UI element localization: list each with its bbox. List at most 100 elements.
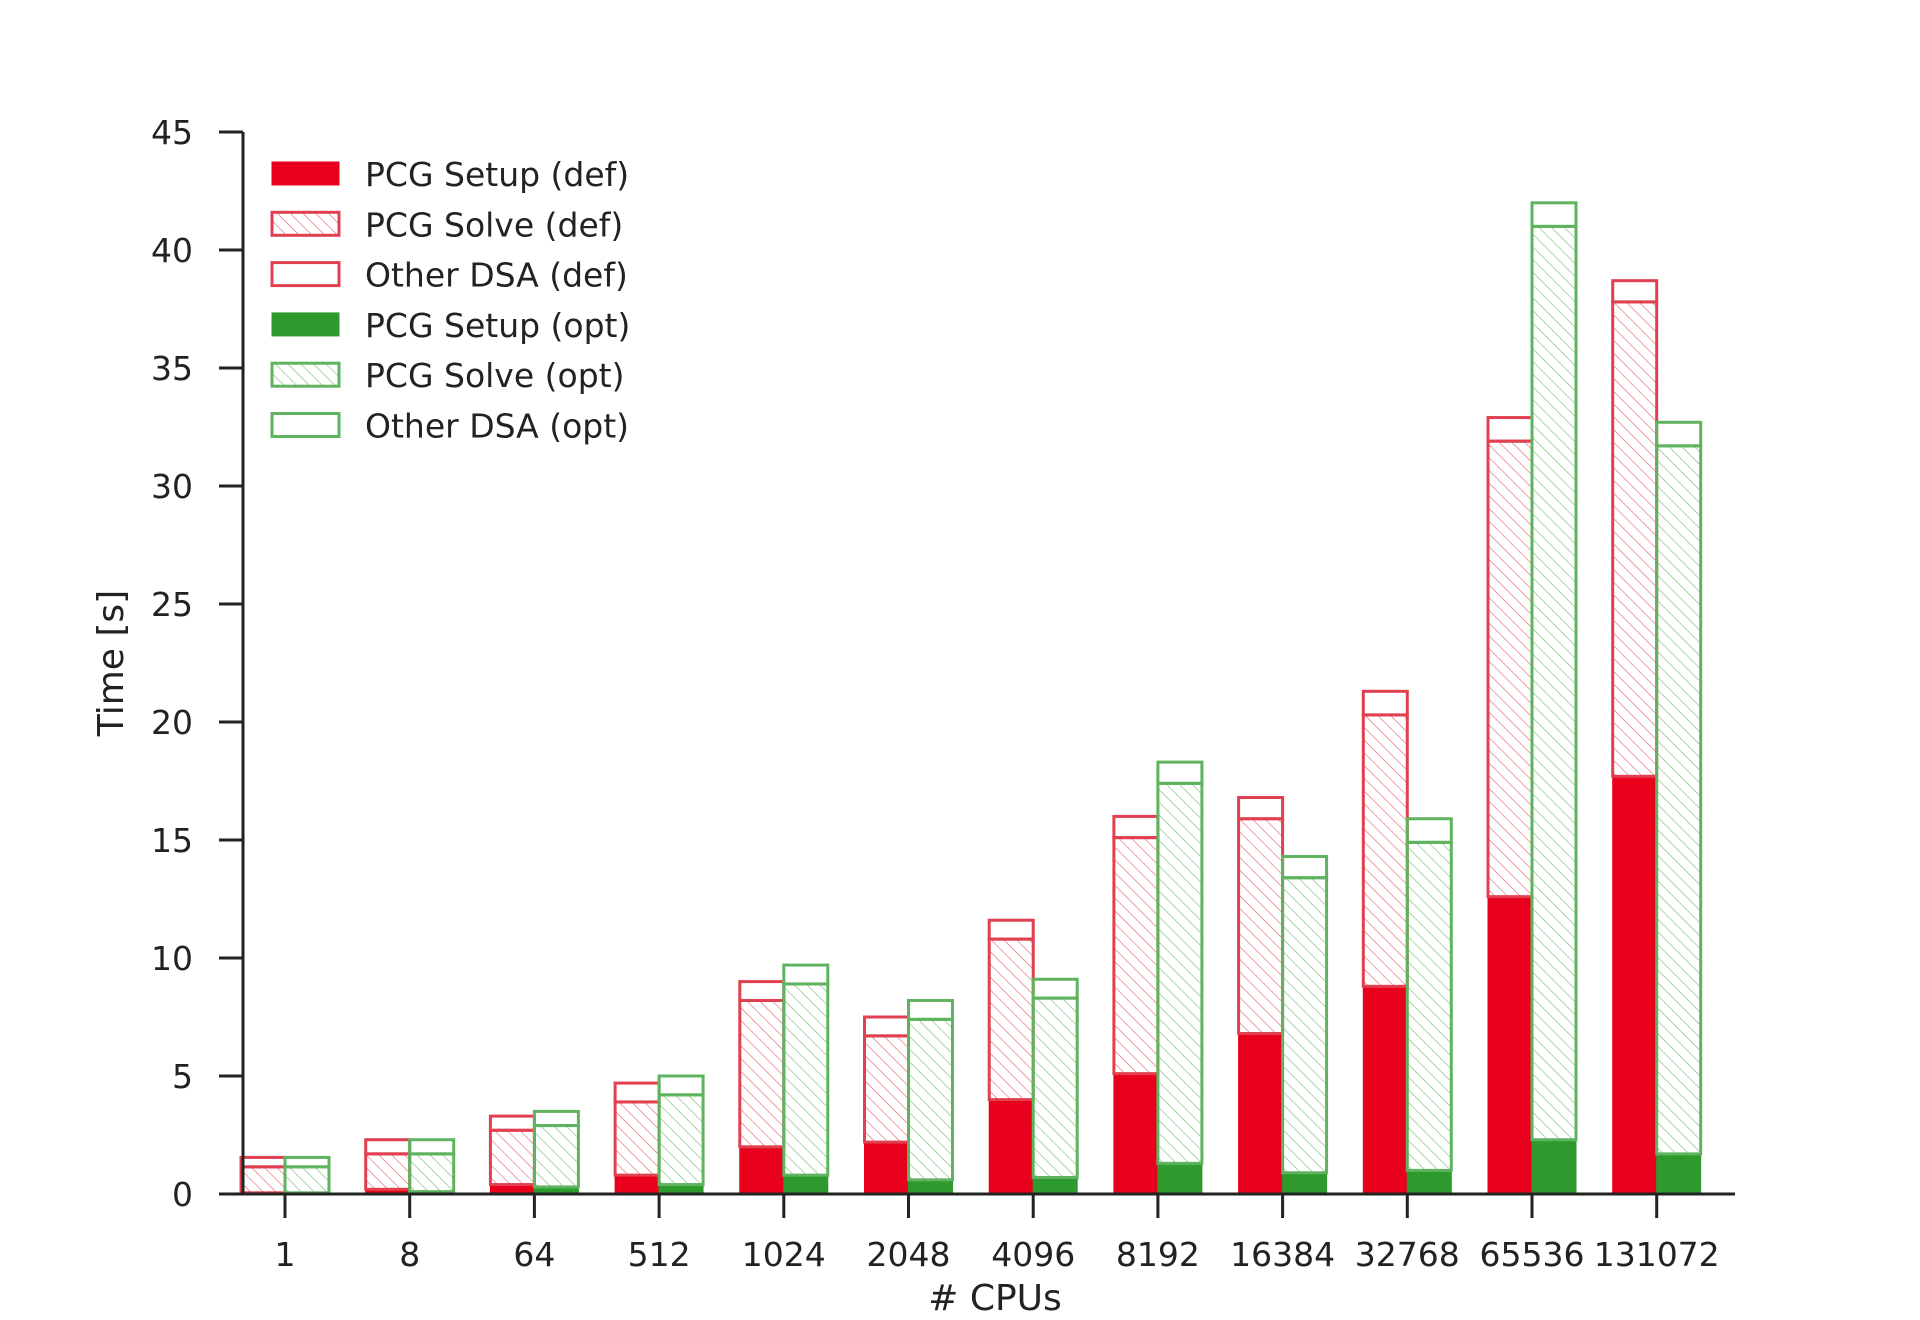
bar-other-dsa-opt: [782, 963, 830, 986]
bar-other-dsa-opt: [1031, 977, 1079, 1000]
legend-label-pcg-solve-def: PCG Solve (def): [365, 205, 623, 244]
bar-pcg-setup-def: [1113, 1073, 1159, 1195]
bar-pcg-solve-def: [239, 1165, 287, 1195]
bar-pcg-solve-def: [987, 937, 1035, 1102]
bar-pcg-solve-opt: [1156, 781, 1204, 1165]
bar-other-dsa-opt: [1281, 855, 1329, 880]
bar-pcg-solve-def: [488, 1128, 536, 1187]
bar-pcg-solve-opt: [907, 1017, 954, 1182]
bar-pcg-solve-def: [1361, 713, 1409, 988]
bar-other-dsa-opt: [907, 998, 954, 1021]
bar-pcg-setup-def: [1487, 896, 1533, 1195]
bar-pcg-solve-opt: [1281, 876, 1329, 1175]
bar-other-dsa-def: [1237, 796, 1285, 821]
y-tick-label: 30: [151, 467, 193, 506]
bar-pcg-setup-opt: [908, 1179, 953, 1195]
bar-other-dsa-def: [1361, 689, 1409, 717]
bar-pcg-solve-opt: [782, 982, 830, 1177]
bar-pcg-solve-opt: [283, 1165, 331, 1195]
bar-pcg-solve-def: [738, 998, 786, 1149]
bar-other-dsa-def: [863, 1015, 910, 1038]
bar-other-dsa-opt: [1405, 817, 1453, 844]
x-tick-label: 8192: [1116, 1235, 1200, 1274]
bar-other-dsa-def: [364, 1138, 412, 1156]
bar-other-dsa-opt: [1655, 420, 1703, 448]
bar-pcg-solve-opt: [1031, 996, 1079, 1179]
x-tick-label: 1024: [742, 1235, 826, 1274]
y-axis-title: Time [s]: [91, 590, 132, 737]
y-tick-label: 40: [151, 231, 193, 270]
bar-pcg-setup-opt: [1157, 1162, 1203, 1195]
bar-pcg-solve-def: [1611, 300, 1659, 778]
y-tick-label: 15: [151, 821, 193, 860]
y-tick-label: 35: [151, 349, 193, 388]
x-tick-label: 1: [275, 1235, 296, 1274]
legend-label-pcg-solve-opt: PCG Solve (opt): [365, 356, 624, 395]
legend-swatch-other-dsa-def: [270, 261, 341, 288]
bar-other-dsa-def: [239, 1155, 287, 1169]
bar-pcg-solve-opt: [408, 1152, 456, 1194]
bar-pcg-solve-def: [863, 1034, 910, 1144]
bar-other-dsa-opt: [283, 1155, 331, 1169]
bar-other-dsa-def: [1611, 279, 1659, 304]
legend-swatch-other-dsa-opt: [270, 412, 341, 438]
bar-pcg-setup-opt: [783, 1174, 829, 1195]
legend-swatch-pcg-solve-def: [270, 210, 341, 237]
bar-other-dsa-opt: [1530, 201, 1578, 228]
x-tick-label: 2048: [867, 1235, 951, 1274]
bar-pcg-setup-opt: [1406, 1169, 1452, 1195]
bar-other-dsa-opt: [408, 1138, 456, 1156]
bar-pcg-setup-def: [1362, 985, 1408, 1195]
y-tick-label: 20: [151, 703, 193, 742]
x-ticks: 1 8 64 512 1024 2048 4096 8192 16384 32768 65536 13…: [275, 1194, 1720, 1274]
bar-pcg-setup-opt: [1656, 1153, 1702, 1195]
bar-pcg-setup-opt: [1282, 1172, 1328, 1195]
legend-swatch-pcg-setup-opt: [271, 312, 340, 337]
x-axis-title: # CPUs: [928, 1278, 1062, 1319]
bar-pcg-solve-def: [1486, 439, 1534, 899]
legend-swatch-pcg-solve-opt: [270, 361, 341, 388]
bar-pcg-solve-opt: [1655, 444, 1703, 1156]
legend-label-pcg-setup-opt: PCG Setup (opt): [365, 306, 630, 345]
bar-pcg-setup-def: [1612, 775, 1658, 1195]
bar-other-dsa-def: [987, 918, 1035, 941]
bar-other-dsa-def: [1486, 416, 1534, 443]
x-tick-label: 32768: [1355, 1235, 1460, 1274]
bar-other-dsa-opt: [532, 1109, 580, 1128]
bar-pcg-solve-def: [364, 1152, 412, 1191]
bar-pcg-solve-def: [1112, 836, 1160, 1076]
y-tick-label: 5: [172, 1057, 193, 1096]
bar-other-dsa-def: [738, 980, 786, 1002]
bar-other-dsa-opt: [657, 1074, 705, 1097]
bar-pcg-solve-def: [1237, 817, 1285, 1036]
bar-pcg-solve-opt: [532, 1124, 580, 1189]
y-ticks: 0 5 10 15 20 25 30 35 40 45: [151, 113, 243, 1214]
bar-other-dsa-opt: [1156, 760, 1204, 785]
bar-pcg-setup-opt: [1531, 1139, 1577, 1195]
bar-other-dsa-def: [488, 1114, 536, 1132]
y-tick-label: 10: [151, 939, 193, 978]
x-tick-label: 65536: [1480, 1235, 1585, 1274]
y-tick-label: 25: [151, 585, 193, 624]
bar-other-dsa-def: [613, 1081, 661, 1104]
bar-other-dsa-def: [1112, 814, 1160, 840]
bar-pcg-setup-opt: [1032, 1176, 1078, 1195]
x-tick-label: 131072: [1594, 1235, 1720, 1274]
bar-pcg-solve-opt: [1530, 224, 1578, 1142]
bar-pcg-solve-def: [613, 1100, 661, 1177]
x-tick-label: 4096: [991, 1235, 1075, 1274]
bar-pcg-setup-def: [1238, 1033, 1284, 1195]
y-tick-label: 0: [172, 1175, 193, 1214]
legend-label-other-dsa-def: Other DSA (def): [365, 256, 628, 295]
x-tick-label: 8: [399, 1235, 420, 1274]
bar-pcg-setup-def: [739, 1146, 785, 1195]
bars-layer: [239, 201, 1703, 1195]
bar-pcg-setup-def: [614, 1174, 660, 1195]
legend: PCG Setup (def) PCG Solve (def) Other DSA …: [270, 155, 630, 446]
legend-swatch-pcg-setup-def: [271, 161, 340, 186]
legend-label-other-dsa-opt: Other DSA (opt): [365, 407, 629, 446]
legend-label-pcg-setup-def: PCG Setup (def): [365, 155, 629, 194]
x-tick-label: 16384: [1230, 1235, 1335, 1274]
x-tick-label: 64: [513, 1235, 555, 1274]
